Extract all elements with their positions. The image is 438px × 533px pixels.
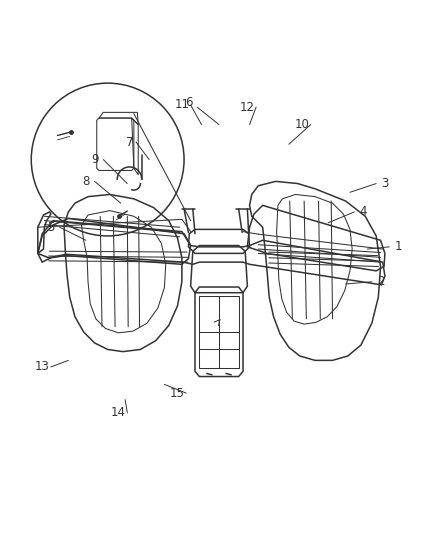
Text: 4: 4	[359, 205, 367, 219]
Text: 9: 9	[91, 153, 98, 166]
Text: 7: 7	[126, 135, 133, 149]
Text: 10: 10	[294, 118, 309, 131]
Text: 12: 12	[240, 101, 255, 114]
Text: 14: 14	[111, 406, 126, 419]
Text: 5: 5	[47, 221, 55, 233]
Text: 3: 3	[381, 177, 389, 190]
Text: 8: 8	[82, 175, 89, 188]
Text: 2: 2	[377, 275, 384, 288]
Text: 15: 15	[170, 386, 185, 400]
Text: 6: 6	[185, 96, 192, 109]
Text: 11: 11	[174, 99, 189, 111]
Text: 13: 13	[35, 360, 49, 374]
Text: 1: 1	[394, 240, 402, 253]
